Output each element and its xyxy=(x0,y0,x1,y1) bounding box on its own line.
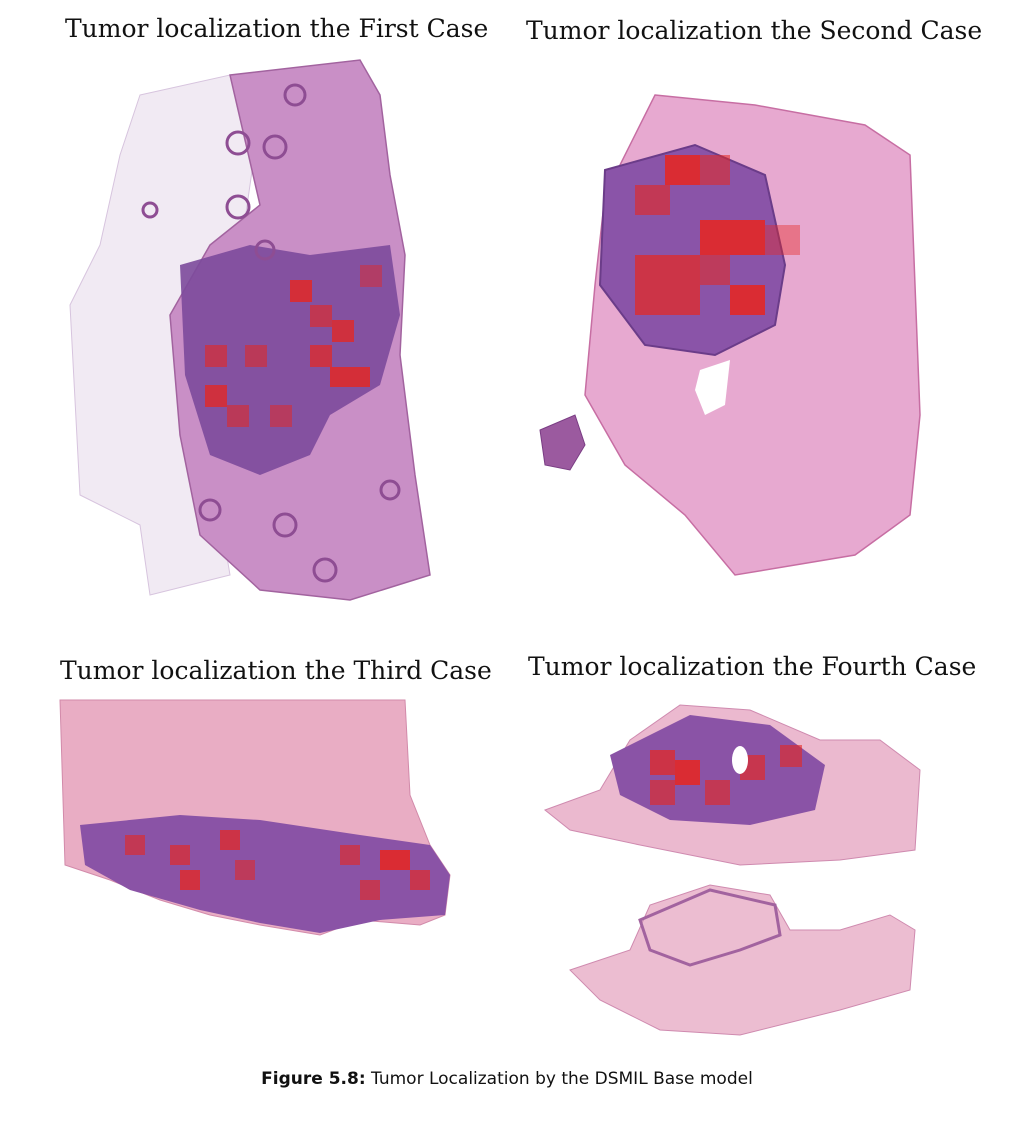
panel-title-first-case: Tumor localization the First Case xyxy=(65,14,489,43)
figure-caption-label: Figure 5.8: xyxy=(261,1069,366,1089)
second-case-tissue-image xyxy=(535,85,925,580)
figure-caption: Figure 5.8: Tumor Localization by the DS… xyxy=(0,1069,1014,1089)
third-case-tissue-image xyxy=(59,695,455,940)
panel-title-third-case: Tumor localization the Third Case xyxy=(60,656,492,685)
figure-caption-text: Tumor Localization by the DSMIL Base mod… xyxy=(371,1069,753,1089)
fourth-case-tissue-image xyxy=(540,700,925,1045)
panel-title-second-case: Tumor localization the Second Case xyxy=(526,16,983,45)
panel-title-fourth-case: Tumor localization the Fourth Case xyxy=(528,652,977,681)
first-case-tissue-image xyxy=(60,55,440,605)
